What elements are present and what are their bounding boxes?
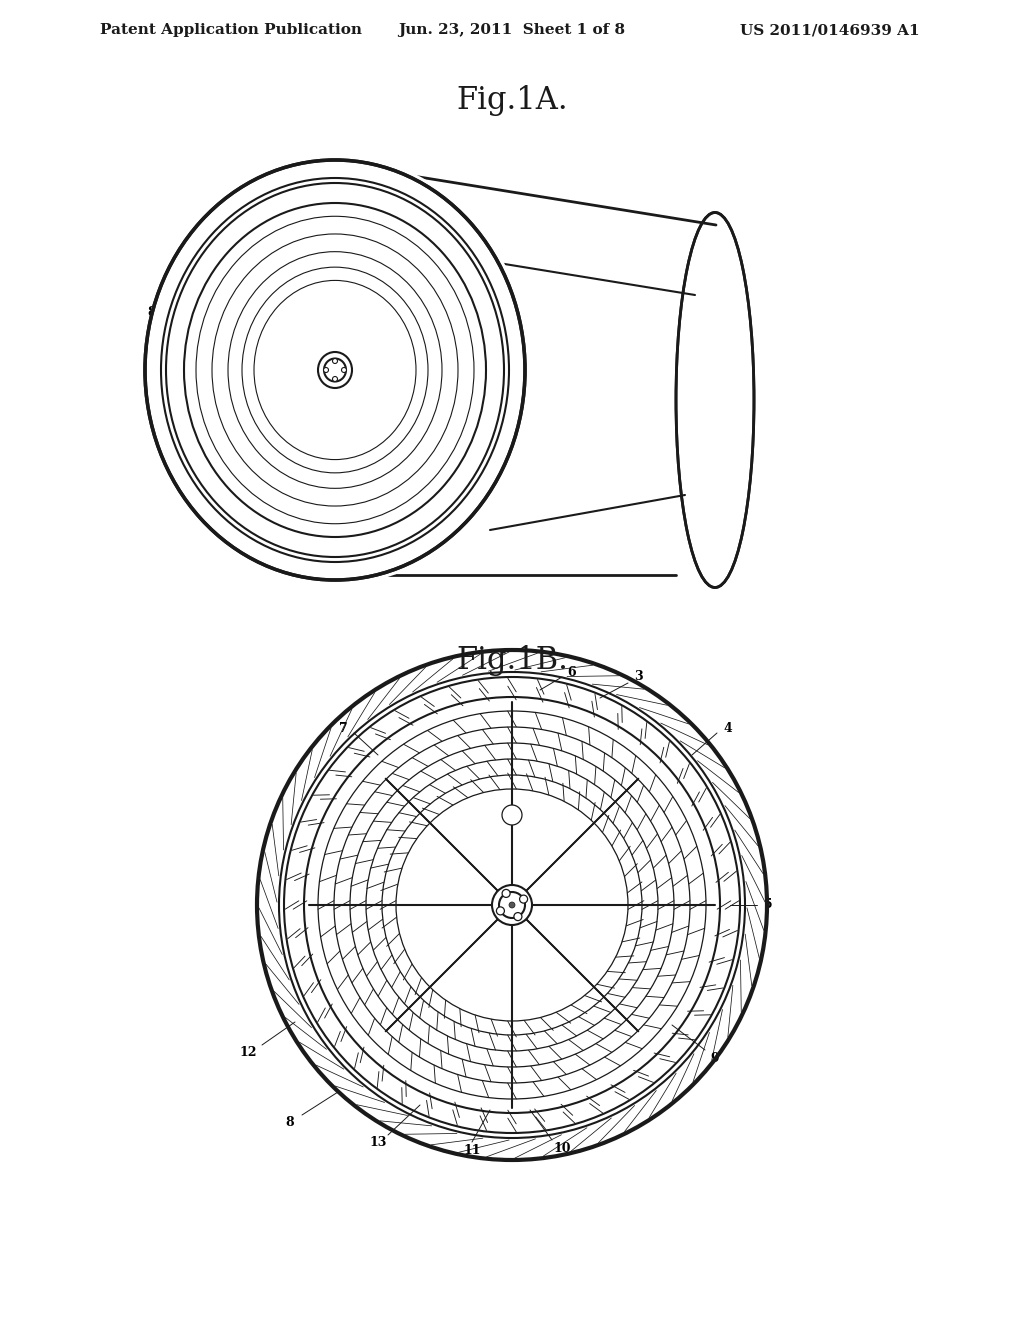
Text: 13: 13 xyxy=(370,1135,387,1148)
Text: 4: 4 xyxy=(286,552,294,565)
Text: US 2011/0146939 A1: US 2011/0146939 A1 xyxy=(740,22,920,37)
Ellipse shape xyxy=(676,213,754,587)
Text: 12: 12 xyxy=(454,466,471,479)
Text: Patent Application Publication: Patent Application Publication xyxy=(100,22,362,37)
Ellipse shape xyxy=(324,367,329,372)
Text: 11: 11 xyxy=(463,1143,480,1156)
Ellipse shape xyxy=(324,359,346,381)
Text: 8: 8 xyxy=(147,305,157,318)
Ellipse shape xyxy=(492,884,532,925)
Text: 10: 10 xyxy=(450,239,467,252)
Text: 10: 10 xyxy=(553,1142,570,1155)
Text: Jun. 23, 2011  Sheet 1 of 8: Jun. 23, 2011 Sheet 1 of 8 xyxy=(398,22,626,37)
Ellipse shape xyxy=(502,805,522,825)
Text: 9: 9 xyxy=(711,1052,719,1064)
Ellipse shape xyxy=(497,907,505,915)
Text: 11: 11 xyxy=(379,181,396,194)
Ellipse shape xyxy=(318,352,352,388)
Text: 10: 10 xyxy=(357,553,375,566)
Text: 4: 4 xyxy=(724,722,732,734)
Ellipse shape xyxy=(341,367,346,372)
Ellipse shape xyxy=(145,160,525,579)
Text: 6: 6 xyxy=(158,385,166,399)
Ellipse shape xyxy=(140,154,530,585)
Ellipse shape xyxy=(502,890,510,898)
Text: 2: 2 xyxy=(485,436,495,449)
Ellipse shape xyxy=(499,892,525,917)
Ellipse shape xyxy=(333,376,338,381)
Text: 3: 3 xyxy=(328,556,336,569)
Ellipse shape xyxy=(514,912,522,920)
Text: 5: 5 xyxy=(764,899,772,912)
Text: Fig.1A.: Fig.1A. xyxy=(456,84,568,116)
Ellipse shape xyxy=(333,359,338,363)
Text: 6: 6 xyxy=(567,665,577,678)
Ellipse shape xyxy=(519,895,527,903)
Text: 12: 12 xyxy=(240,1045,257,1059)
Text: 5: 5 xyxy=(156,346,164,359)
Text: 7: 7 xyxy=(339,722,347,734)
Text: Fig.1B.: Fig.1B. xyxy=(456,644,568,676)
Text: 7: 7 xyxy=(163,438,171,451)
Ellipse shape xyxy=(509,902,515,908)
Text: 9: 9 xyxy=(462,315,470,329)
Ellipse shape xyxy=(252,645,772,1166)
Text: 3: 3 xyxy=(634,671,642,684)
Text: 8: 8 xyxy=(286,1115,294,1129)
Text: 11: 11 xyxy=(253,532,270,544)
